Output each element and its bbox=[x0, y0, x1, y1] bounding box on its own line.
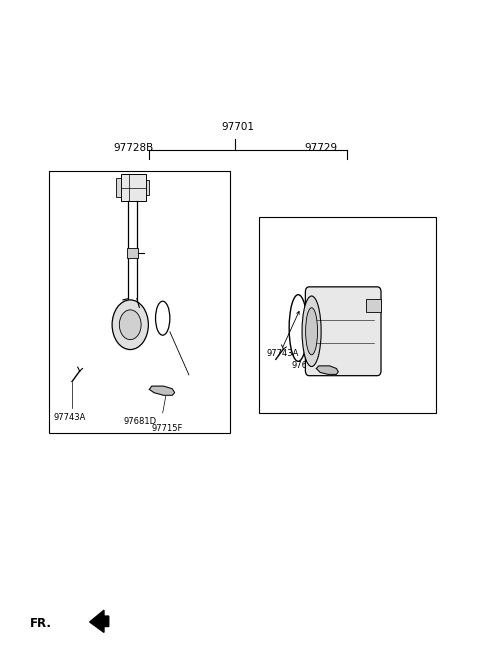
Bar bbox=[120, 174, 145, 201]
Bar bbox=[116, 178, 120, 197]
Polygon shape bbox=[316, 366, 338, 375]
Text: 97743A: 97743A bbox=[266, 349, 299, 358]
Bar bbox=[145, 180, 149, 195]
Circle shape bbox=[112, 300, 148, 350]
Bar bbox=[127, 248, 138, 258]
Text: 97715F: 97715F bbox=[316, 369, 348, 377]
Text: 97681D: 97681D bbox=[123, 417, 156, 426]
Circle shape bbox=[120, 310, 141, 340]
Text: 97743A: 97743A bbox=[54, 413, 86, 422]
Ellipse shape bbox=[306, 308, 318, 355]
Bar bbox=[259, 217, 436, 413]
Text: 97728B: 97728B bbox=[114, 143, 154, 153]
Text: 97715F: 97715F bbox=[152, 424, 183, 433]
Ellipse shape bbox=[302, 296, 321, 367]
Text: 97701: 97701 bbox=[221, 122, 254, 132]
FancyBboxPatch shape bbox=[305, 287, 381, 376]
Text: FR.: FR. bbox=[30, 617, 52, 630]
Polygon shape bbox=[149, 386, 175, 396]
Text: 97681D: 97681D bbox=[291, 361, 324, 370]
Polygon shape bbox=[90, 610, 109, 632]
Text: 97729: 97729 bbox=[304, 143, 337, 153]
Bar bbox=[366, 298, 381, 312]
Bar bbox=[49, 171, 230, 432]
